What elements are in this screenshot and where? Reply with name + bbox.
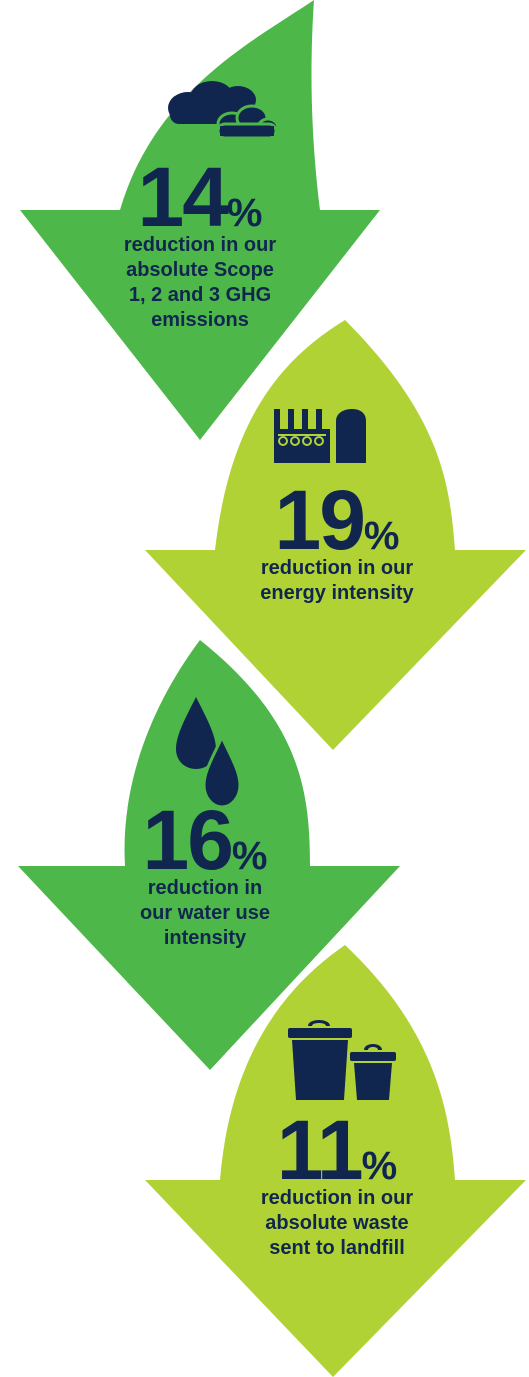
percent-sign: % (361, 1144, 398, 1188)
water-drops-icon (176, 697, 242, 809)
percent-sign: % (363, 514, 400, 558)
stat-caption-energy: reduction in our energy intensity (232, 556, 442, 606)
stat-number: 11 (276, 1103, 364, 1197)
caption-line: energy intensity (260, 582, 414, 604)
caption-line: reduction in our (260, 557, 414, 579)
stat-caption-water: reduction in our water use intensity (100, 876, 310, 951)
caption-line: reduction in (147, 877, 263, 899)
percent-sign: % (226, 191, 263, 235)
caption-line: our water use (139, 902, 271, 924)
caption-line: sent to landfill (269, 1237, 405, 1259)
stat-number: 16 (142, 793, 233, 887)
stat-caption-emissions: reduction in our absolute Scope 1, 2 and… (95, 233, 305, 333)
caption-line: absolute Scope (126, 259, 274, 281)
stat-caption-waste: reduction in our absolute waste sent to … (232, 1186, 442, 1261)
stat-card-water: 16% reduction in our water use intensity (100, 798, 310, 951)
caption-line: emissions (151, 309, 249, 331)
stat-card-emissions: 14% reduction in our absolute Scope 1, 2… (95, 155, 305, 333)
arrow-1 (20, 0, 380, 440)
caption-line: absolute waste (265, 1212, 409, 1234)
cloud-icon (168, 81, 280, 140)
stat-value-water: 16% (100, 798, 310, 882)
arrow-4 (145, 945, 526, 1377)
stat-value-energy: 19% (232, 478, 442, 562)
caption-line: 1, 2 and 3 GHG (128, 284, 272, 306)
caption-line: reduction in our (260, 1187, 414, 1209)
percent-sign: % (231, 834, 268, 878)
stat-number: 19 (274, 473, 365, 567)
stat-value-waste: 11% (232, 1108, 442, 1192)
bins-icon (288, 1020, 396, 1100)
stat-card-energy: 19% reduction in our energy intensity (232, 478, 442, 606)
arrow-2 (145, 320, 526, 750)
caption-line: intensity (163, 927, 247, 949)
caption-line: reduction in our (123, 234, 277, 256)
factory-icon (274, 409, 366, 463)
stat-value-emissions: 14% (95, 155, 305, 239)
arrow-3 (18, 640, 400, 1070)
stat-card-waste: 11% reduction in our absolute waste sent… (232, 1108, 442, 1261)
stat-number: 14 (137, 150, 228, 244)
